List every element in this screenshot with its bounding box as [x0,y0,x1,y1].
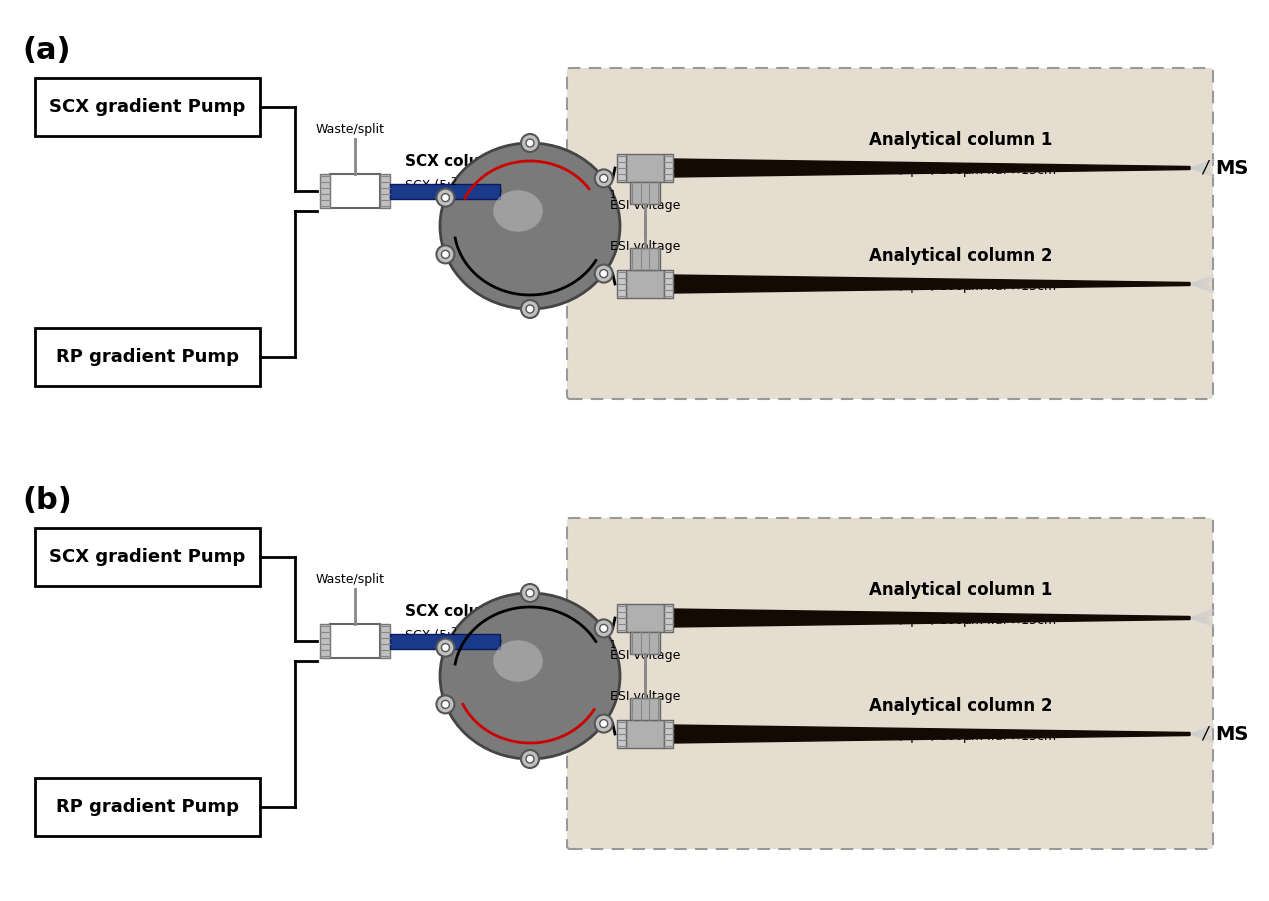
Text: /: / [1202,725,1208,743]
Ellipse shape [494,641,543,682]
Circle shape [437,245,454,263]
Text: 2: 2 [450,627,457,637]
Text: MS: MS [1214,159,1249,177]
Text: /: / [1202,159,1208,177]
Circle shape [442,643,449,651]
Bar [390,633,500,649]
Text: Analytical column 1: Analytical column 1 [869,131,1053,149]
Circle shape [442,250,449,259]
Polygon shape [673,159,1190,177]
Bar [320,174,330,208]
Text: C18 (3μm) 100μm i.d. ×15cm: C18 (3μm) 100μm i.d. ×15cm [869,149,1057,177]
Bar [629,248,660,270]
Text: ESI voltage: ESI voltage [610,199,680,212]
Bar [36,328,260,386]
Bar [379,174,390,208]
Polygon shape [673,725,1190,743]
Ellipse shape [494,190,543,232]
Bar [664,720,673,748]
Text: Analytical column 2: Analytical column 2 [869,247,1053,265]
Text: 1: 1 [610,640,617,650]
Circle shape [600,269,608,278]
Bar [629,182,660,204]
Text: SCX (5μm) 250μm i.d. ×5cm: SCX (5μm) 250μm i.d. ×5cm [405,629,585,642]
Text: C18 (3μm) 100μm i.d. ×15cm: C18 (3μm) 100μm i.d. ×15cm [869,715,1057,743]
FancyBboxPatch shape [567,518,1213,849]
Bar [36,528,260,586]
Text: Waste/split: Waste/split [316,573,385,586]
Bar [617,720,626,748]
Circle shape [442,700,449,708]
Bar [664,270,673,298]
Circle shape [525,589,534,597]
Text: 1: 1 [610,190,617,200]
Polygon shape [673,609,1190,627]
Circle shape [437,188,454,206]
Bar [330,174,379,208]
Circle shape [525,139,534,147]
Text: (b): (b) [22,486,72,515]
Bar [629,632,660,654]
Bar [379,624,390,658]
Circle shape [442,194,449,202]
Bar [390,184,500,198]
Bar [617,270,626,298]
Text: ESI voltage: ESI voltage [610,649,680,662]
Circle shape [600,175,608,182]
Circle shape [595,169,613,187]
Text: SCX gradient Pump: SCX gradient Pump [49,548,246,566]
Ellipse shape [440,593,621,759]
Ellipse shape [440,143,621,309]
Text: C18 (3μm) 100μm i.d. ×15cm: C18 (3μm) 100μm i.d. ×15cm [869,599,1057,627]
Circle shape [525,305,534,313]
Text: Analytical column 1: Analytical column 1 [869,581,1053,599]
Circle shape [600,720,608,728]
Text: Waste/split: Waste/split [316,123,385,136]
Bar [626,154,664,182]
Circle shape [600,624,608,633]
Circle shape [522,134,539,152]
Bar [626,720,664,748]
Circle shape [595,265,613,283]
Text: SCX gradient Pump: SCX gradient Pump [49,98,246,116]
Text: ESI voltage: ESI voltage [610,690,680,703]
Bar [629,698,660,720]
Text: SCX column: SCX column [405,154,506,169]
Bar [320,624,330,658]
FancyBboxPatch shape [567,68,1213,399]
Circle shape [522,300,539,318]
Bar [617,154,626,182]
Circle shape [522,750,539,768]
Bar [330,624,379,658]
Text: 2: 2 [450,177,457,187]
Text: SCX column: SCX column [405,604,506,619]
Circle shape [525,755,534,763]
Polygon shape [673,275,1190,293]
Text: MS: MS [1214,724,1249,743]
Bar [36,78,260,136]
Text: ESI voltage: ESI voltage [610,240,680,253]
Bar [617,604,626,632]
Circle shape [595,619,613,637]
Text: SCX (5μm) 250μm i.d. ×5cm: SCX (5μm) 250μm i.d. ×5cm [405,179,585,192]
Bar [664,154,673,182]
Text: (a): (a) [22,36,71,65]
Bar [664,604,673,632]
Text: C18 (3μm) 100μm i.d. ×15cm: C18 (3μm) 100μm i.d. ×15cm [869,265,1057,293]
Circle shape [522,584,539,602]
Text: Analytical column 2: Analytical column 2 [869,697,1053,715]
Circle shape [437,696,454,714]
Bar [626,604,664,632]
Circle shape [437,639,454,657]
Bar [36,778,260,836]
Text: RP gradient Pump: RP gradient Pump [56,798,239,816]
Text: RP gradient Pump: RP gradient Pump [56,348,239,366]
Bar [626,270,664,298]
Circle shape [595,714,613,733]
